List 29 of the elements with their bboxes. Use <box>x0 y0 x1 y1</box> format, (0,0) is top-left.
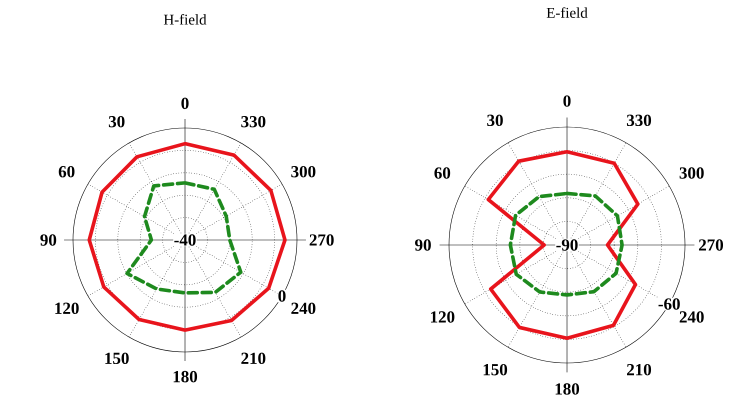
spoke-label: 30 <box>108 116 125 128</box>
spoke-label: 210 <box>627 364 652 376</box>
spoke-label: 0 <box>181 98 189 110</box>
spoke-label: 60 <box>434 167 450 179</box>
y-tick-label: -90 <box>556 239 578 251</box>
spoke-label: 300 <box>680 167 704 179</box>
spoke-label: 180 <box>174 370 198 382</box>
spoke-label: 270 <box>698 239 724 251</box>
spoke-label: 90 <box>415 239 431 251</box>
chart-title: E-field <box>546 7 588 18</box>
spoke-label: 180 <box>556 383 580 395</box>
spoke-label: 240 <box>291 302 316 314</box>
spoke-label: 270 <box>310 234 334 246</box>
spoke-label: 120 <box>430 311 454 323</box>
spoke-label: 90 <box>40 234 56 246</box>
spoke-label: 0 <box>563 95 571 107</box>
spoke-label: 300 <box>291 166 316 178</box>
chart-title: H-field <box>164 14 206 25</box>
spoke-label: 60 <box>58 166 74 178</box>
spoke-label: 30 <box>487 114 503 126</box>
spoke-label: 150 <box>484 364 508 376</box>
spoke-label: 330 <box>626 114 652 126</box>
spoke-label: 210 <box>241 352 266 364</box>
spoke-label: 240 <box>680 311 704 323</box>
y-tick-label: -40 <box>174 234 196 246</box>
y-tick-label: -60 <box>658 298 680 310</box>
spoke-label: 150 <box>105 352 129 364</box>
spoke-label: 120 <box>55 302 79 314</box>
spoke-label: 330 <box>241 116 266 128</box>
